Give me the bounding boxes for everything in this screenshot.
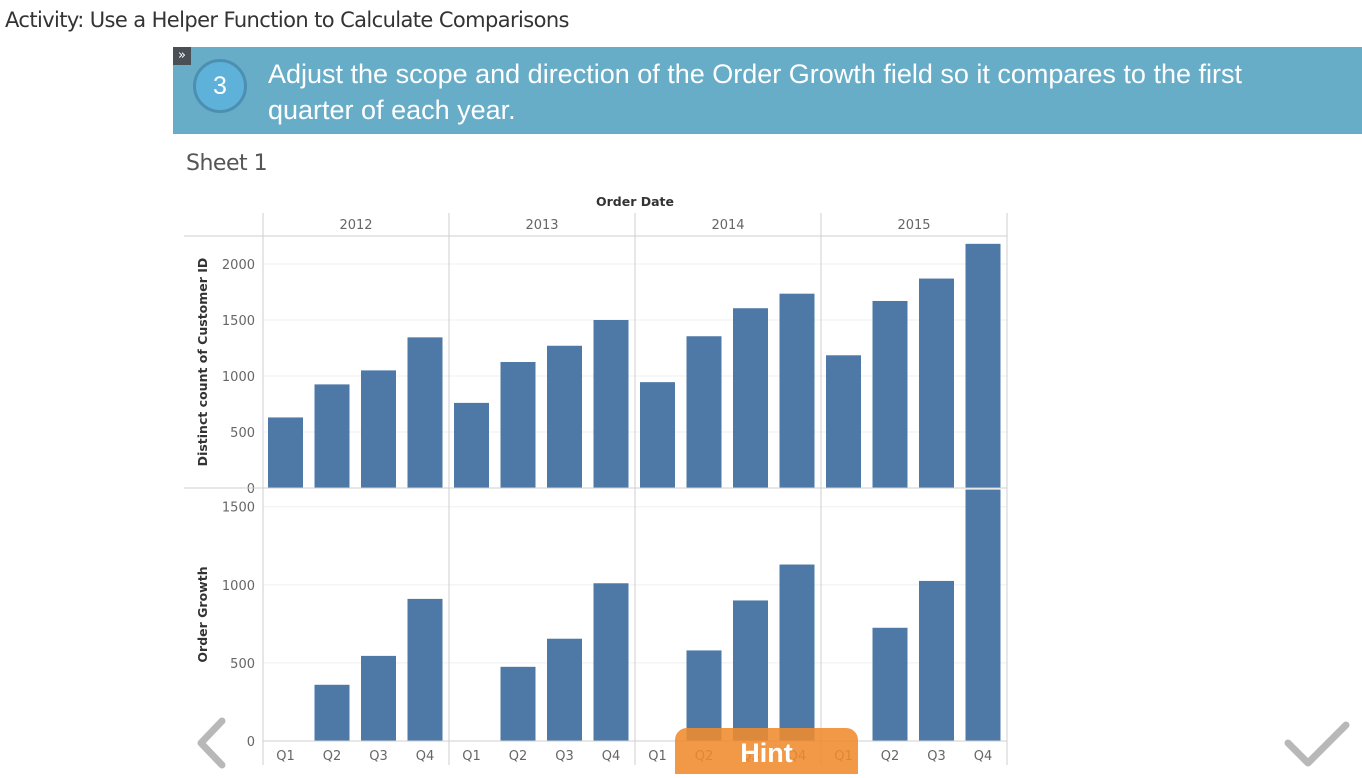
y-tick-label: 2000	[222, 258, 255, 273]
x-tick-label: Q4	[974, 749, 993, 764]
previous-step-button[interactable]	[172, 706, 232, 769]
bar	[919, 580, 954, 741]
x-tick-label: Q2	[509, 749, 528, 764]
bar	[965, 489, 1001, 741]
bar	[965, 243, 1001, 488]
x-tick-label: Q1	[648, 749, 667, 764]
bar	[268, 417, 303, 488]
bar	[361, 370, 396, 488]
column-header: Order Date	[596, 194, 674, 209]
step-banner: » 3 Adjust the scope and direction of th…	[173, 47, 1362, 134]
year-header: 2013	[525, 218, 558, 233]
x-tick-label: Q2	[881, 749, 900, 764]
bar	[547, 638, 582, 741]
year-header: 2014	[711, 218, 744, 233]
bar	[686, 650, 722, 741]
bar	[779, 293, 815, 488]
bar	[407, 598, 443, 741]
x-tick-label: Q2	[323, 749, 342, 764]
bar	[314, 384, 350, 488]
bar	[872, 627, 908, 741]
bar	[733, 600, 768, 741]
y-tick-label: 0	[247, 482, 255, 497]
year-header: 2015	[897, 218, 930, 233]
bar	[593, 583, 629, 741]
bar	[547, 345, 582, 488]
hint-button[interactable]: Hint	[675, 728, 858, 774]
x-tick-label: Q1	[276, 749, 295, 764]
x-tick-label: Q3	[369, 749, 388, 764]
x-tick-label: Q3	[555, 749, 574, 764]
x-tick-label: Q4	[416, 749, 435, 764]
bar	[454, 402, 489, 488]
chevron-left-icon	[197, 717, 226, 769]
sheet-title: Sheet 1	[186, 151, 268, 176]
y-axis-label: Order Growth	[195, 566, 210, 662]
y-tick-label: 1000	[222, 370, 255, 385]
bar	[779, 564, 815, 741]
bar	[826, 355, 861, 488]
y-tick-label: 0	[247, 735, 255, 750]
year-header: 2012	[339, 218, 372, 233]
bar	[500, 666, 536, 741]
y-tick-label: 1500	[222, 314, 255, 329]
step-instruction: Adjust the scope and direction of the Or…	[268, 59, 1242, 125]
bar	[733, 308, 768, 488]
bar	[361, 655, 396, 741]
bar	[686, 336, 722, 488]
x-tick-label: Q3	[927, 749, 946, 764]
y-tick-label: 500	[230, 657, 255, 672]
y-tick-label: 1000	[222, 579, 255, 594]
bar	[872, 300, 908, 488]
page-title: Activity: Use a Helper Function to Calcu…	[5, 8, 570, 32]
bar	[407, 337, 443, 488]
bar	[640, 382, 675, 488]
bar-chart: Order Date 2012 2013 2014 2015 0 500 1000 1500 20…	[184, 194, 1008, 765]
x-tick-label: Q1	[462, 749, 481, 764]
y-tick-label: 1500	[222, 501, 255, 516]
x-tick-label: Q4	[602, 749, 621, 764]
checkmark-icon	[1284, 721, 1350, 767]
bar	[919, 278, 954, 488]
bar	[500, 362, 536, 488]
step-number-badge: 3	[193, 59, 247, 113]
bar	[314, 684, 350, 741]
collapse-toggle[interactable]: »	[173, 47, 191, 65]
y-tick-label: 500	[230, 426, 255, 441]
bar	[593, 320, 629, 488]
check-answer-button[interactable]	[1274, 706, 1362, 769]
y-axis-label: Distinct count of Customer ID	[195, 258, 210, 467]
